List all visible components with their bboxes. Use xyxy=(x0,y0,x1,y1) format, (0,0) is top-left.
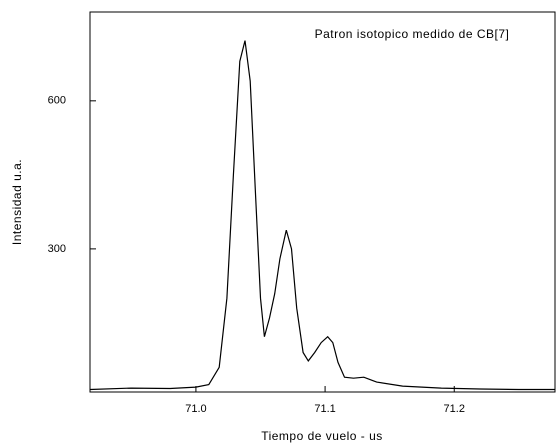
y-axis-label: Intensidad u.a. xyxy=(10,159,24,245)
x-tick-label: 71.2 xyxy=(444,403,465,415)
x-tick-label: 71.1 xyxy=(314,403,335,415)
annotation: Patron isotopico medido de CB[7] xyxy=(315,27,510,41)
plot-frame xyxy=(89,11,556,393)
x-axis-label: Tiempo de vuelo - us xyxy=(261,429,383,443)
y-tick-label: 300 xyxy=(48,243,66,255)
data-line xyxy=(89,40,555,391)
y-tick-label: 600 xyxy=(48,95,66,107)
x-tick-label: 71.0 xyxy=(185,403,206,415)
